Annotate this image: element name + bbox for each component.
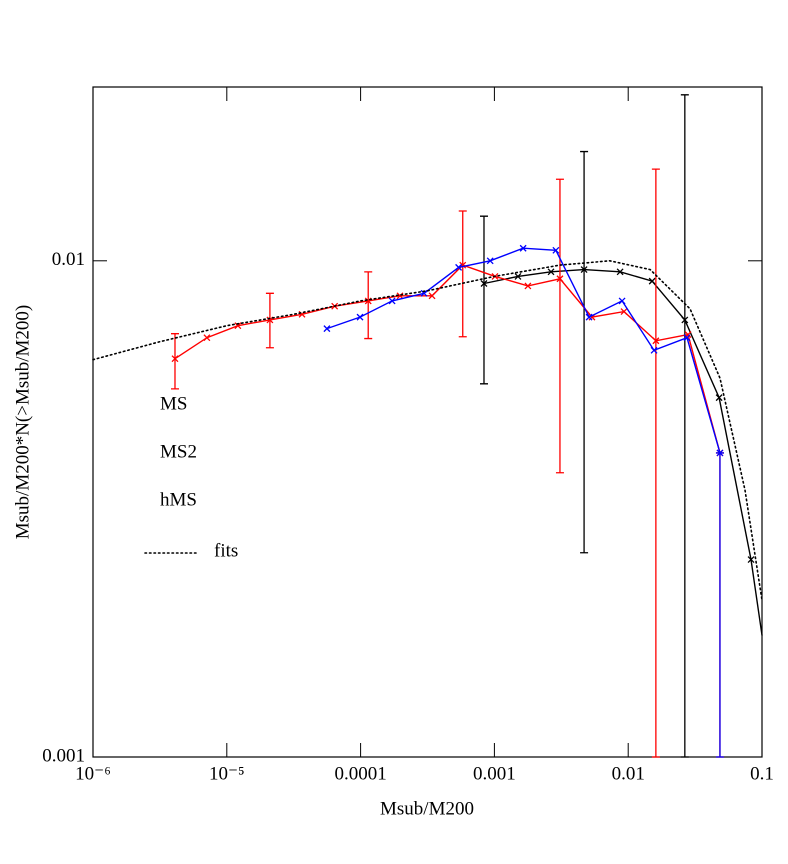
x-tick-label: 0.1 xyxy=(750,763,774,784)
marker xyxy=(388,297,396,305)
error-bar xyxy=(458,210,467,338)
x-tick-label: 0.01 xyxy=(612,763,645,784)
error-bar xyxy=(580,150,589,554)
marker xyxy=(203,334,211,342)
marker xyxy=(323,325,331,333)
series-line xyxy=(326,247,721,454)
marker xyxy=(552,246,560,254)
marker xyxy=(234,322,242,330)
marker xyxy=(524,282,532,290)
y-axis-label: Msub/M200*N(>Msub/M200) xyxy=(12,305,33,540)
error-bar xyxy=(479,215,488,385)
marker xyxy=(616,268,624,276)
error-bar xyxy=(651,168,660,758)
marker xyxy=(585,313,593,321)
marker xyxy=(715,394,723,402)
x-tick-label: 10⁻⁶ xyxy=(75,763,111,784)
x-tick-label: 10⁻⁵ xyxy=(209,763,245,784)
marker xyxy=(420,289,428,297)
marker xyxy=(356,313,364,321)
marker xyxy=(683,334,691,342)
series-line xyxy=(483,268,763,636)
marker xyxy=(650,346,658,354)
error-bar xyxy=(265,292,274,349)
y-tick-label: 0.01 xyxy=(52,249,85,270)
legend-label: hMS xyxy=(160,489,197,510)
error-bar xyxy=(680,94,689,758)
error-bar xyxy=(364,271,373,340)
error-bar xyxy=(715,452,724,758)
marker xyxy=(428,292,436,300)
x-tick-label: 0.0001 xyxy=(334,763,386,784)
marker xyxy=(648,277,656,285)
marker xyxy=(514,272,522,280)
series-line xyxy=(92,259,763,601)
marker xyxy=(620,308,628,316)
legend-label: fits xyxy=(214,540,238,561)
series-line xyxy=(174,264,721,454)
plot-frame xyxy=(92,86,763,758)
x-tick-label: 0.001 xyxy=(473,763,516,784)
legend-label: MS xyxy=(160,393,187,414)
error-bar xyxy=(555,178,564,474)
marker xyxy=(396,292,404,300)
marker xyxy=(486,257,494,265)
x-axis-label: Msub/M200 xyxy=(380,798,474,819)
marker xyxy=(519,244,527,252)
marker xyxy=(618,297,626,305)
error-bar xyxy=(170,333,179,390)
marker xyxy=(455,263,463,271)
marker xyxy=(547,268,555,276)
y-tick-label: 0.001 xyxy=(42,745,85,766)
legend-label: MS2 xyxy=(160,441,197,462)
marker xyxy=(747,556,755,563)
